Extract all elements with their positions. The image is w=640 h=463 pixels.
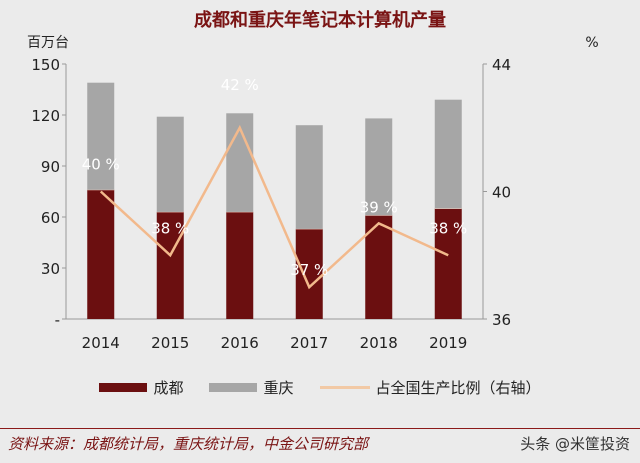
legend-label: 占全国生产比例（右轴） xyxy=(375,379,541,397)
y2-tick-label: 36 xyxy=(492,311,511,329)
bar-chengdu xyxy=(156,211,184,319)
data-label: 38 % xyxy=(429,219,467,237)
chart-title: 成都和重庆年笔记本计算机产量 xyxy=(194,10,446,31)
legend-label: 成都 xyxy=(153,379,184,397)
y-tick-label: - xyxy=(55,311,60,329)
data-label: 38 % xyxy=(151,219,189,237)
y-axis-label: 百万台 xyxy=(27,35,69,51)
divider xyxy=(0,428,640,429)
bar-chengdu xyxy=(434,208,462,319)
chart-plot: 百万台 % - 30 60 90 120 150 36 40 44 2014 2015 2016 2017 2… xyxy=(27,35,599,352)
source-note: 资料来源：成都统计局，重庆统计局，中金公司研究部 xyxy=(8,435,369,453)
watermark: 头条 @米筐投资 xyxy=(520,435,630,453)
legend-swatch xyxy=(99,383,148,392)
bar-chengdu xyxy=(295,228,323,319)
bar-chongqing xyxy=(156,116,184,212)
x-tick-label: 2018 xyxy=(360,334,398,352)
y-tick-label: 90 xyxy=(41,158,60,176)
data-label: 37 % xyxy=(290,261,328,279)
legend: 成都 重庆 占全国生产比例（右轴） xyxy=(0,377,640,398)
legend-swatch xyxy=(209,383,258,392)
bar-chongqing xyxy=(434,99,462,209)
legend-label: 重庆 xyxy=(263,379,294,397)
x-tick-label: 2014 xyxy=(82,334,120,352)
y-tick-label: 60 xyxy=(41,209,60,227)
y-tick-label: 150 xyxy=(31,56,60,74)
data-label: 39 % xyxy=(360,198,398,216)
data-label: 42 % xyxy=(221,76,259,94)
legend-item-chengdu: 成都 xyxy=(99,377,183,398)
bar-chongqing xyxy=(87,82,115,190)
y2-axis-label: % xyxy=(585,35,598,51)
x-tick-label: 2015 xyxy=(151,334,189,352)
y-tick-label: 30 xyxy=(41,260,60,278)
legend-swatch xyxy=(319,386,370,389)
bar-chongqing xyxy=(295,125,323,229)
y-tick-label: 120 xyxy=(31,107,60,125)
legend-item-chongqing: 重庆 xyxy=(209,377,294,398)
y2-tick-label: 44 xyxy=(492,56,511,74)
bar-chengdu xyxy=(87,189,115,319)
data-label: 40 % xyxy=(82,156,120,174)
y2-tick-label: 40 xyxy=(492,184,511,202)
bar-chengdu xyxy=(226,211,254,319)
x-tick-label: 2017 xyxy=(290,334,328,352)
x-tick-label: 2019 xyxy=(429,334,467,352)
x-tick-label: 2016 xyxy=(221,334,259,352)
bar-chongqing xyxy=(365,118,393,216)
legend-item-share: 占全国生产比例（右轴） xyxy=(319,377,541,398)
share-line xyxy=(99,124,449,290)
